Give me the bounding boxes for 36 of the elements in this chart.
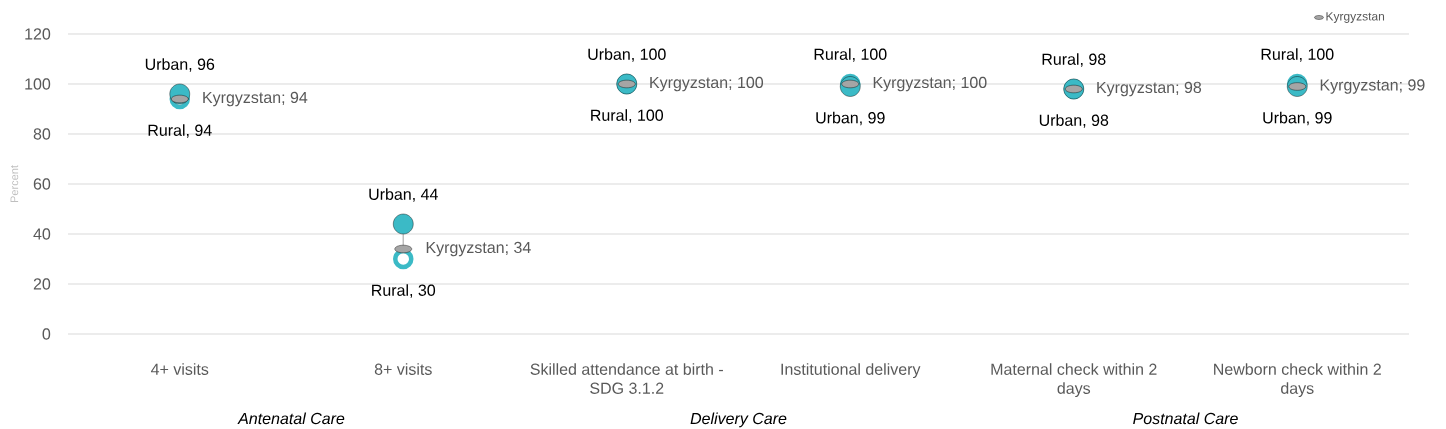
data-label: Kyrgyzstan; 100 [873, 76, 987, 92]
data-label: Rural, 94 [148, 124, 212, 138]
data-label: Urban, 98 [1039, 114, 1109, 128]
y-tick-label: 40 [33, 228, 51, 240]
data-label: Rural, 30 [372, 284, 436, 298]
y-axis-title: Percent [10, 165, 19, 203]
x-tick-label: Institutional delivery [781, 363, 921, 379]
y-tick-label: 0 [42, 328, 51, 340]
data-label: Rural, 100 [1261, 48, 1334, 62]
x-tick-label: 8+ visits [374, 363, 432, 375]
data-label: Urban, 44 [369, 188, 438, 202]
x-tick-label: 4+ visits [151, 363, 209, 375]
data-label: Urban, 96 [145, 58, 215, 72]
data-label: Kyrgyzstan; 94 [203, 91, 308, 107]
data-label: Rural, 100 [814, 48, 887, 62]
data-label: Kyrgyzstan; 100 [650, 76, 764, 92]
x-tick-label: Maternal check within 2 days [991, 363, 1157, 398]
y-tick-label: 120 [25, 28, 51, 40]
data-label: Rural, 100 [591, 109, 664, 123]
data-label: Kyrgyzstan; 34 [426, 241, 531, 257]
x-tick-label: Skilled attendance at birth - SDG 3.1.2 [530, 363, 723, 394]
data-label: Urban, 100 [588, 48, 666, 62]
text: Delivery Care [690, 412, 787, 428]
y-tick-label: 100 [25, 78, 51, 90]
y-tick-label: 20 [33, 278, 51, 290]
data-label: Urban, 99 [1263, 111, 1332, 126]
data-label: Urban, 99 [816, 111, 885, 126]
data-label: Rural, 98 [1042, 53, 1106, 67]
text: Antenatal Care [237, 412, 345, 425]
data-label: Kyrgyzstan; 98 [1097, 81, 1202, 97]
text: Postnatal Care [1133, 412, 1238, 425]
data-label: Kyrgyzstan; 99 [1320, 79, 1425, 94]
x-tick-label: Newborn check within 2 days [1214, 363, 1381, 398]
y-tick-label: 80 [33, 128, 51, 140]
y-tick-label: 60 [33, 178, 51, 190]
legend-label: Kyrgyzstan [1326, 12, 1385, 23]
